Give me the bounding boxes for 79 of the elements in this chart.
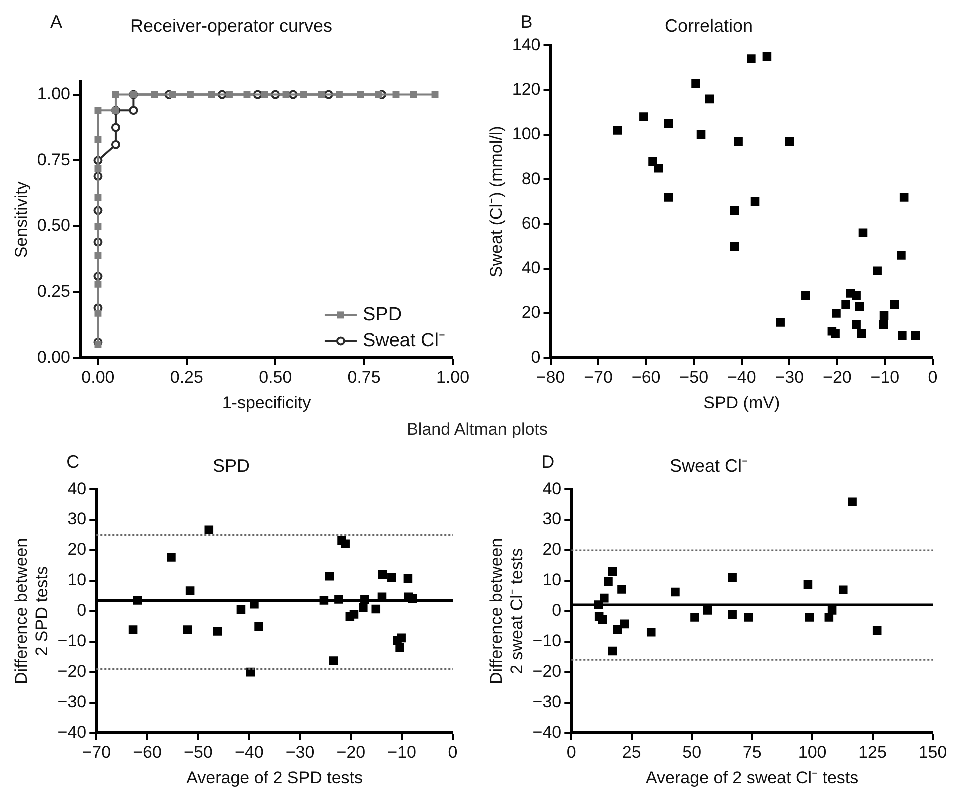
y-axis-title: Difference between 2 sweat Cl⁻ tests (486, 538, 526, 684)
x-tick-label: 0 (928, 368, 938, 388)
y-tick-label: −10 (532, 632, 562, 651)
y-axis-title: Difference between 2 SPD tests (12, 538, 52, 684)
x-tick-label: 125 (858, 743, 887, 762)
x-axis-title: Average of 2 sweat Cl⁻ tests (646, 768, 859, 788)
y-tick-label: 40 (68, 479, 87, 498)
legend-label: Sweat Cl⁻ (362, 330, 446, 352)
y-tick-label: 1.00 (37, 84, 70, 104)
text: Bland Altman plots (406, 420, 549, 440)
x-tick-label: −60 (632, 368, 661, 388)
x-axis-title: Average of 2 SPD tests (186, 768, 364, 788)
y-tick-label: 0.00 (37, 348, 70, 367)
x-tick-label: −20 (823, 368, 852, 388)
x-tick-label: −20 (336, 743, 366, 762)
y-tick-label: 40 (542, 479, 562, 498)
y-tick-label: 20 (522, 303, 541, 322)
chart-title: SPD (212, 456, 250, 476)
y-axis-title: Sweat (Cl⁻) (mmol/l) (486, 126, 506, 278)
x-tick-label: 75 (742, 743, 762, 762)
y-tick-label: 0.25 (37, 282, 70, 302)
y-tick-label: −20 (58, 662, 87, 681)
y-tick-label: 10 (542, 570, 562, 590)
x-tick-label: 0 (566, 743, 576, 762)
legend-label: SPD (362, 304, 402, 326)
y-tick-label: 120 (512, 80, 541, 99)
x-axis-title: 1-specificity (222, 393, 312, 412)
x-tick-label: 150 (918, 743, 948, 762)
y-tick-label: −10 (58, 632, 87, 651)
y-tick-label: 80 (522, 169, 541, 188)
x-tick-label: −70 (82, 743, 112, 762)
x-tick-label: 0.25 (170, 368, 204, 388)
y-tick-label: 60 (522, 214, 541, 233)
y-tick-label: 10 (68, 570, 87, 590)
x-tick-label: 0 (448, 743, 458, 762)
y-tick-label: 20 (542, 540, 562, 560)
y-tick-label: 30 (542, 510, 562, 529)
x-tick-label: −10 (870, 368, 900, 388)
y-tick-label: 0 (77, 601, 87, 620)
y-tick-label: 30 (68, 510, 87, 529)
text: C (66, 452, 80, 472)
x-tick-label: −10 (388, 743, 417, 762)
x-tick-label: −60 (133, 743, 162, 762)
y-tick-label: 100 (512, 124, 541, 144)
x-tick-label: −50 (184, 743, 213, 762)
y-tick-label: 40 (522, 258, 541, 278)
x-tick-label: −70 (584, 368, 613, 388)
chart-title: Sweat Cl⁻ (670, 456, 748, 476)
y-tick-label: −40 (532, 722, 562, 742)
y-tick-label: 0 (552, 601, 562, 620)
x-tick-label: 0.75 (348, 368, 381, 388)
x-tick-label: 0.50 (259, 368, 292, 388)
text: D (542, 452, 555, 472)
x-tick-label: −40 (234, 743, 264, 762)
text: B (520, 12, 533, 32)
y-axis-title: Sensitivity (12, 181, 31, 258)
x-tick-label: −30 (775, 368, 804, 388)
y-tick-label: 140 (512, 35, 541, 54)
y-tick-label: 20 (68, 540, 87, 560)
x-tick-label: 0.00 (82, 368, 115, 388)
y-tick-label: −40 (58, 722, 87, 742)
y-tick-label: −30 (532, 692, 562, 712)
x-tick-label: −80 (536, 368, 566, 388)
x-tick-label: 100 (798, 743, 827, 762)
x-tick-label: −50 (680, 368, 709, 388)
text: A (50, 12, 63, 32)
y-tick-label: 0.75 (37, 150, 70, 170)
x-tick-label: 25 (622, 743, 642, 762)
chart-title: Correlation (664, 16, 754, 36)
x-axis-title: SPD (mV) (704, 393, 780, 412)
x-tick-label: 50 (682, 743, 702, 762)
y-tick-label: −30 (58, 692, 87, 712)
chart-title: Receiver-operator curves (130, 16, 333, 36)
x-tick-label: −30 (286, 743, 315, 762)
x-tick-label: 1.00 (436, 368, 470, 388)
y-tick-label: 0.50 (37, 216, 70, 236)
y-tick-label: 0 (531, 348, 541, 367)
x-tick-label: −40 (727, 368, 756, 388)
y-tick-label: −20 (532, 662, 562, 681)
